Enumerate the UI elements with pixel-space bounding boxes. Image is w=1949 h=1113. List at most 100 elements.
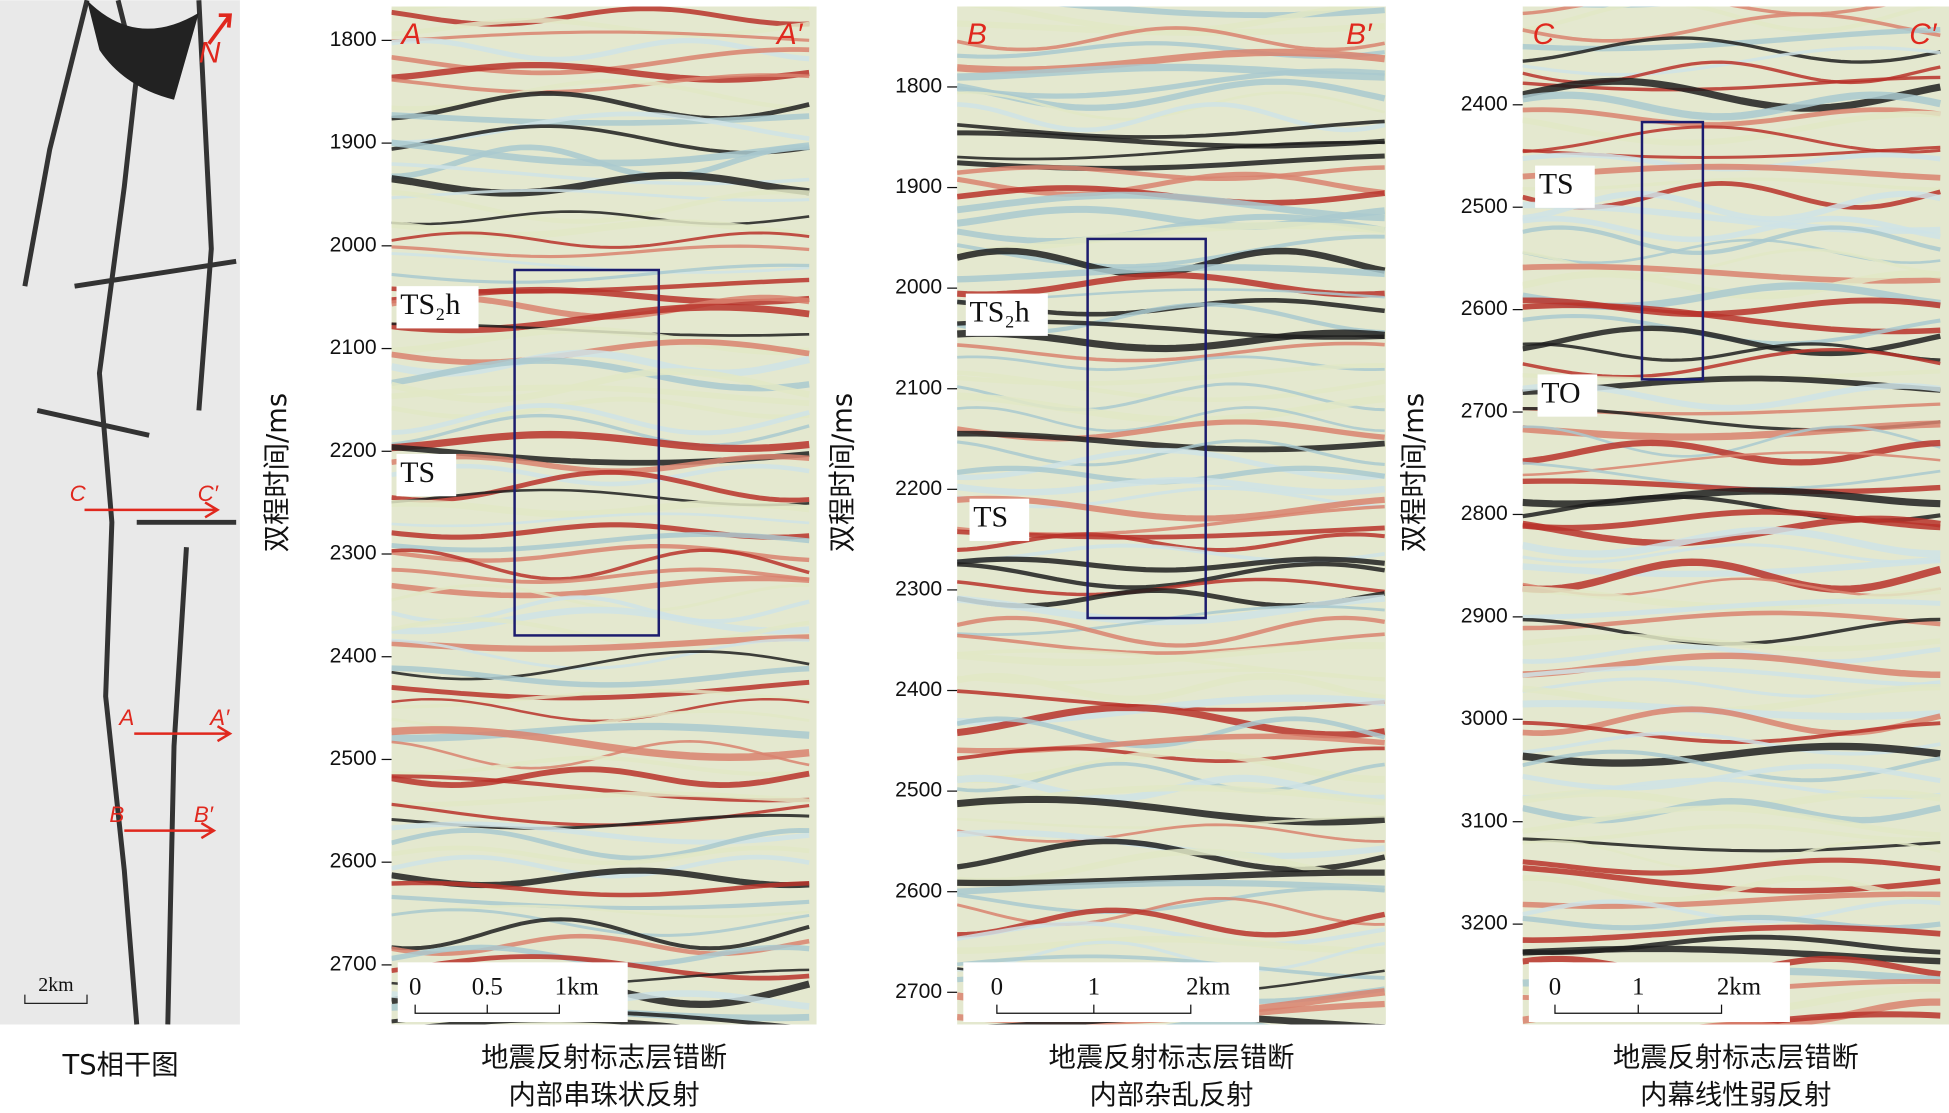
scale-bar-label: 1 <box>1088 974 1100 1001</box>
seismic-reflection <box>957 140 1385 161</box>
y-tick-label: 2900 <box>1461 604 1508 627</box>
seismic-reflection <box>957 746 1385 763</box>
seismic-reflection <box>1522 225 1941 255</box>
seismic-reflection <box>1704 1011 1941 1025</box>
seismic-reflection <box>391 303 810 334</box>
seismic-reflection <box>1522 215 1941 243</box>
section-start-label: A <box>399 18 421 51</box>
seismic-reflection <box>1699 1021 1787 1025</box>
y-tick-label: 2600 <box>330 850 377 873</box>
seismic-reflection <box>391 688 810 709</box>
seismic-reflection <box>1522 720 1941 745</box>
seismic-reflection <box>957 795 1385 826</box>
scale-bar <box>1554 1004 1723 1014</box>
scale-bar-label: 0 <box>409 974 421 1001</box>
y-tick-label: 2200 <box>895 477 942 500</box>
seismic-reflection <box>957 68 1385 99</box>
horizon-label: TS <box>1539 168 1574 201</box>
seismic-reflection <box>391 210 810 226</box>
seismic-reflection <box>1522 789 1941 810</box>
y-tick-label: 2700 <box>895 980 942 1003</box>
scale-bar-label: 0.5 <box>472 974 503 1001</box>
seismic-reflection <box>391 634 810 652</box>
seismic-reflection <box>957 370 1386 403</box>
y-tick-label: 2800 <box>1461 502 1508 525</box>
seismic-reflection <box>391 908 810 937</box>
seismic-reflection <box>957 748 1385 784</box>
seismic-reflection <box>957 130 1385 149</box>
seismic-reflection <box>957 477 1386 496</box>
seismic-reflection <box>1522 805 1941 838</box>
seismic-reflection <box>957 392 1386 424</box>
scale-bar-label: 1km <box>555 974 599 1001</box>
seismic-reflection <box>1522 731 1941 756</box>
y-tick-label: 2300 <box>895 577 942 600</box>
seismic-reflection <box>957 823 1385 843</box>
seismic-reflection <box>1522 558 1942 594</box>
y-tick-label: 2000 <box>330 233 377 256</box>
seismic-reflection <box>391 548 810 581</box>
y-axis-label: 双程时间/ms <box>262 393 293 552</box>
y-tick-label: 2100 <box>330 336 377 359</box>
seismic-reflection <box>1522 77 1941 112</box>
map-background <box>0 0 240 1025</box>
seismic-section <box>1522 6 1949 1025</box>
scale-bar <box>414 1004 560 1014</box>
seismic-reflection <box>392 0 810 4</box>
y-tick-label: 1800 <box>895 75 942 98</box>
seismic-reflection <box>957 234 1385 269</box>
seismic-reflection <box>1522 75 1941 92</box>
seismic-reflection <box>391 726 810 761</box>
y-tick-label: 2500 <box>895 779 942 802</box>
seismic-reflection <box>1522 742 1941 767</box>
horizon-label-bg <box>969 498 1030 541</box>
map-north: N <box>199 36 221 69</box>
seismic-reflection <box>391 469 810 503</box>
seismic-reflection <box>391 638 810 670</box>
seismic-reflection <box>957 26 1386 52</box>
seismic-reflection <box>391 6 810 27</box>
seismic-reflection <box>1522 945 1941 965</box>
seismic-reflection <box>957 577 1385 597</box>
horizon-label: TS₂h <box>400 288 460 321</box>
scale-bar-bg <box>397 962 628 1022</box>
seismic-reflection <box>391 338 810 366</box>
section-end: B′ <box>194 802 214 827</box>
scale-bar-label: 0 <box>1549 974 1561 1001</box>
seismic-reflection <box>391 413 810 447</box>
y-tick-label: 2400 <box>1461 92 1508 115</box>
y-tick-label: 2400 <box>330 644 377 667</box>
seismic-reflection <box>1522 543 1941 564</box>
seismic-reflection <box>957 247 1386 278</box>
seismic-reflection <box>391 430 810 453</box>
scale-bar <box>996 1004 1192 1014</box>
seismic-reflection <box>957 264 1385 283</box>
seismic-reflection <box>957 716 1386 749</box>
seismic-reflection <box>957 632 1385 655</box>
seismic-reflection <box>957 907 1386 938</box>
scale-bar-label: 2km <box>1717 974 1761 1001</box>
y-tick-label: 2400 <box>895 678 942 701</box>
map-caption: TS相干图 <box>62 1050 179 1081</box>
seismic-reflection <box>391 894 810 911</box>
highlight-box <box>1640 120 1705 381</box>
seismic-reflection <box>391 144 810 180</box>
section-end: C′ <box>198 481 219 506</box>
y-tick-label: 3100 <box>1461 809 1508 832</box>
seismic-reflection <box>391 231 810 249</box>
seismic-reflection <box>391 755 810 777</box>
y-tick-label: 2300 <box>330 542 377 565</box>
section-start-label: B <box>967 18 987 51</box>
y-tick-label: 1800 <box>330 28 377 51</box>
seismic-reflection <box>1563 6 1662 8</box>
seismic-reflection <box>1522 6 1887 16</box>
seismic-reflection <box>957 406 1385 433</box>
seismic-reflection <box>1522 837 1941 853</box>
seismic-reflection <box>1522 36 1941 64</box>
seismic-reflection <box>1522 644 1941 664</box>
scale-bar-label: 2km <box>1186 974 1230 1001</box>
seismic-reflection <box>1522 91 1942 121</box>
y-tick-label: 1900 <box>895 175 942 198</box>
horizon-label: TS <box>400 456 435 489</box>
